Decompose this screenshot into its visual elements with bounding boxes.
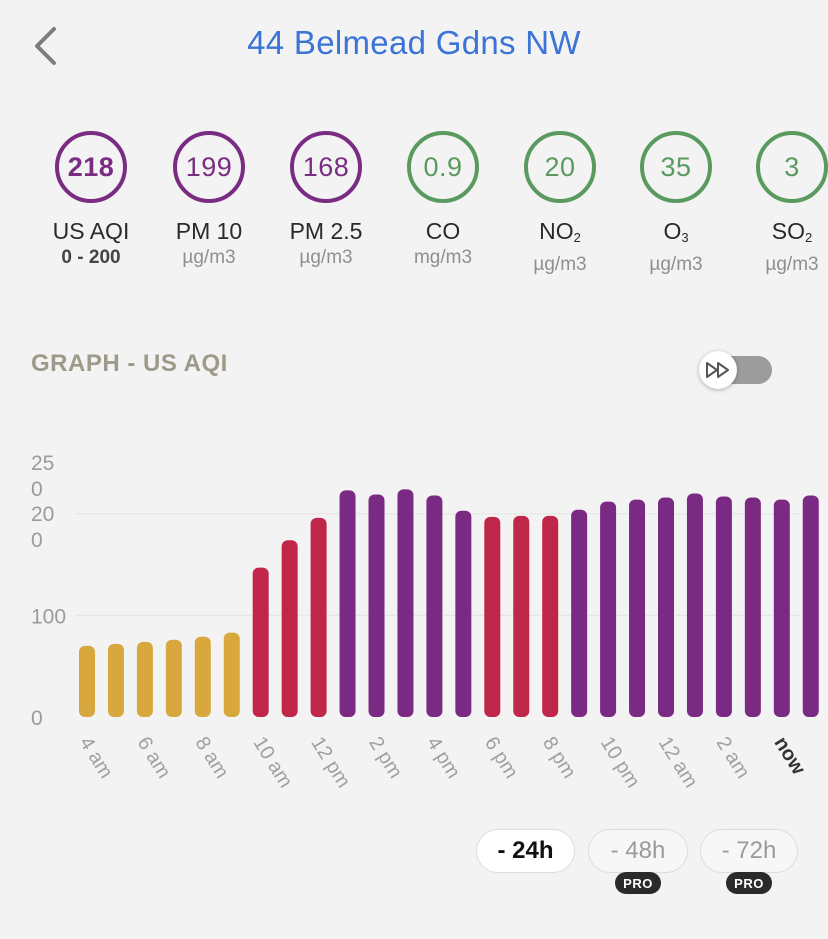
aqi-bar	[368, 494, 385, 717]
x-tick-label: 2 am	[712, 733, 754, 782]
value-circle: 20	[524, 131, 596, 203]
metric-unit: mg/m3	[413, 247, 473, 268]
metric-unit: 0 - 200	[61, 247, 121, 268]
toggle-knob[interactable]	[699, 351, 737, 389]
range-24h-button[interactable]: - 24h	[476, 829, 575, 873]
aqi-bar	[629, 499, 646, 717]
aqi-bar	[686, 493, 703, 717]
x-tick-label: 2 pm	[364, 733, 406, 782]
aqi-bar	[194, 636, 211, 717]
metric-label: PM 2.5	[289, 218, 363, 244]
value-circle: 0.9	[407, 131, 479, 203]
aqi-bar	[107, 643, 124, 717]
metric-pm25[interactable]: 168 PM 2.5 µg/m3	[266, 131, 386, 269]
y-tick-label: 0	[31, 478, 43, 501]
aqi-bar	[484, 516, 501, 717]
x-tick-label: 12 pm	[306, 733, 354, 792]
aqi-bar	[252, 567, 269, 717]
x-tick-label: 8 pm	[538, 733, 580, 782]
metric-label: US AQI	[52, 218, 130, 244]
aqi-bar	[223, 632, 240, 717]
value-circle: 199	[173, 131, 245, 203]
value-circle: 168	[290, 131, 362, 203]
y-tick-label: 100	[31, 605, 66, 628]
metric-so2[interactable]: 3 SO2 µg/m3	[732, 131, 828, 276]
back-button[interactable]	[28, 24, 62, 68]
value-circle: 3	[756, 131, 828, 203]
x-tick-label: now	[770, 733, 810, 779]
metric-us-aqi[interactable]: 218 US AQI 0 - 200	[31, 131, 151, 269]
metric-unit: µg/m3	[533, 254, 587, 275]
aqi-bar	[513, 515, 530, 717]
aqi-bar	[802, 495, 819, 717]
pro-badge: PRO	[726, 872, 772, 894]
metric-label: O3	[663, 218, 689, 245]
forecast-toggle[interactable]	[699, 351, 772, 389]
metric-co[interactable]: 0.9 CO mg/m3	[383, 131, 503, 269]
aqi-bar	[542, 515, 559, 717]
y-tick-label: 20	[31, 503, 54, 526]
metric-unit: µg/m3	[299, 247, 353, 268]
metric-unit: µg/m3	[182, 247, 236, 268]
fast-forward-icon	[706, 362, 729, 378]
pro-badge: PRO	[615, 872, 661, 894]
y-tick-label: 0	[31, 707, 43, 730]
x-tick-label: 6 am	[133, 733, 175, 782]
aqi-bar	[658, 497, 674, 717]
metric-label: SO2	[771, 218, 813, 245]
value-circle: 218	[55, 131, 127, 203]
x-tick-label: 4 am	[75, 733, 117, 782]
metric-unit: µg/m3	[765, 254, 819, 275]
x-tick-label: 12 am	[654, 733, 702, 792]
aqi-bar	[455, 510, 472, 717]
metric-no2[interactable]: 20 NO2 µg/m3	[500, 131, 620, 276]
graph-title: GRAPH - US AQI	[31, 350, 228, 377]
aqi-bar	[310, 517, 327, 717]
x-tick-label: 10 am	[248, 733, 296, 792]
aqi-bar	[600, 501, 617, 717]
x-tick-label: 8 am	[191, 733, 233, 782]
metric-label: NO2	[539, 218, 581, 245]
x-tick-label: 6 pm	[480, 733, 522, 782]
aqi-bar	[339, 490, 356, 717]
y-tick-label: 25	[31, 452, 54, 475]
aqi-bar	[136, 641, 153, 717]
metric-unit: µg/m3	[649, 254, 703, 275]
metric-o3[interactable]: 35 O3 µg/m3	[616, 131, 736, 276]
metric-label: PM 10	[175, 218, 243, 244]
aqi-bar	[571, 509, 588, 717]
aqi-bar	[773, 499, 790, 717]
metric-pm10[interactable]: 199 PM 10 µg/m3	[149, 131, 269, 269]
x-tick-label: 4 pm	[422, 733, 464, 782]
aqi-bar	[79, 645, 95, 717]
aqi-bar	[426, 495, 443, 717]
x-tick-label: 10 pm	[596, 733, 644, 792]
aqi-bar	[715, 496, 732, 717]
metric-label: CO	[425, 218, 461, 244]
range-72h-button[interactable]: - 72h	[700, 829, 798, 873]
value-circle: 35	[640, 131, 712, 203]
page-title: 44 Belmead Gdns NW	[247, 24, 581, 61]
aqi-bar	[281, 540, 298, 717]
y-tick-label: 0	[31, 529, 43, 552]
aqi-bar	[744, 497, 761, 717]
aqi-bar	[165, 639, 182, 717]
chevron-left-icon	[35, 27, 56, 65]
range-48h-button[interactable]: - 48h	[588, 829, 688, 873]
aqi-bar	[397, 489, 414, 717]
